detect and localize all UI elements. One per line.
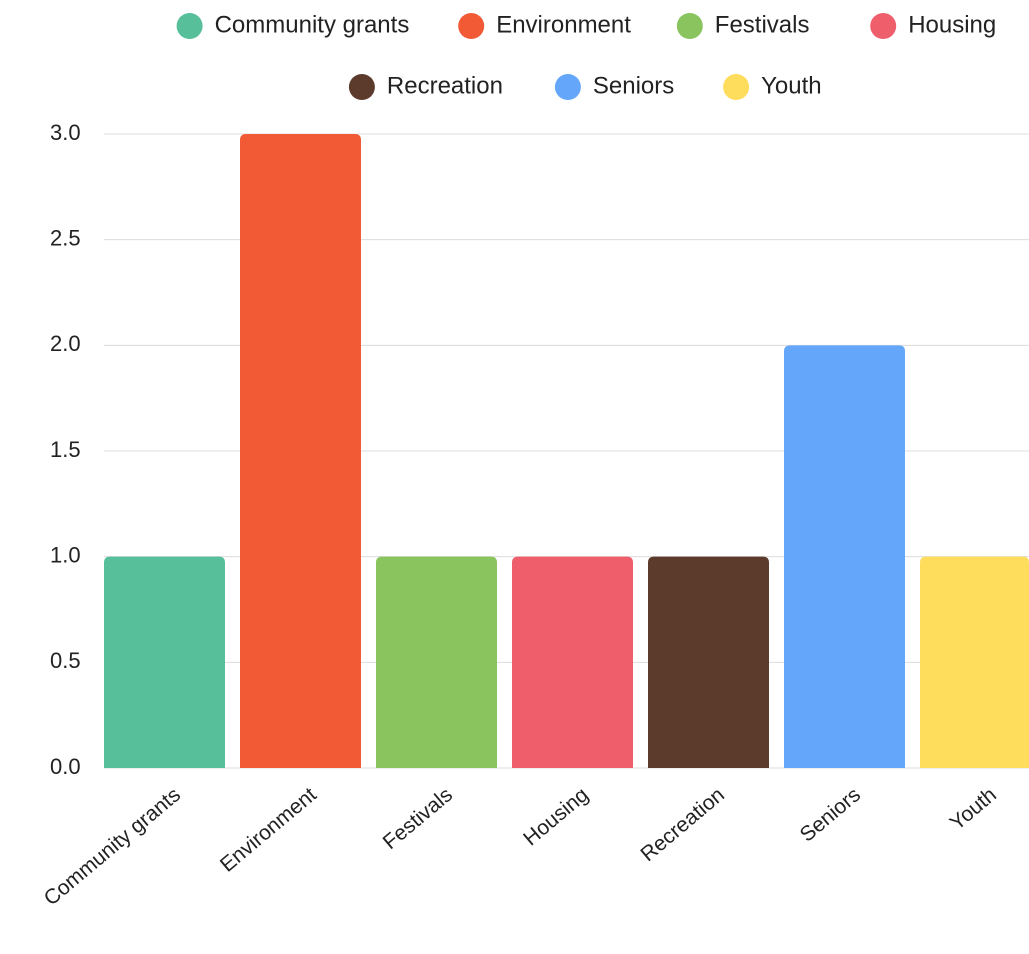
- x-tick-label-environment: Environment: [216, 783, 321, 877]
- y-tick-label: 2.0: [50, 331, 81, 356]
- y-axis-ticks: 0.0 0.5 1.0 1.5 2.0 2.5 3.0: [50, 120, 81, 779]
- legend-item-housing[interactable]: Housing: [870, 11, 996, 39]
- legend-label: Seniors: [593, 72, 674, 99]
- bar-housing: [512, 556, 633, 768]
- legend-label: Recreation: [387, 72, 503, 99]
- legend-item-seniors[interactable]: Seniors: [554, 72, 674, 100]
- legend-label: Community grants: [215, 11, 410, 38]
- legend-label: Housing: [908, 11, 996, 38]
- bars: [104, 134, 1029, 768]
- legend-label: Environment: [496, 11, 631, 38]
- y-tick-label: 1.5: [50, 437, 81, 462]
- legend-swatch: [554, 74, 581, 100]
- x-tick-label-youth: Youth: [946, 783, 1001, 835]
- x-tick-label-festivals: Festivals: [379, 783, 457, 854]
- x-axis-ticks: Community grants Environment Festivals Hous…: [40, 783, 1001, 910]
- x-tick-label-seniors: Seniors: [796, 783, 865, 846]
- y-tick-label: 0.5: [50, 648, 81, 673]
- legend-swatch: [870, 13, 897, 39]
- bar-environment: [240, 134, 361, 768]
- legend-swatch: [176, 13, 203, 39]
- x-tick-label-housing: Housing: [519, 783, 593, 850]
- legend-label: Festivals: [715, 11, 810, 38]
- bar-youth: [920, 556, 1029, 768]
- y-tick-label: 3.0: [50, 120, 81, 145]
- legend-item-festivals[interactable]: Festivals: [676, 11, 810, 39]
- legend-item-recreation[interactable]: Recreation: [348, 72, 503, 100]
- legend-item-youth[interactable]: Youth: [723, 72, 822, 100]
- y-tick-label: 1.0: [50, 542, 81, 567]
- legend-item-community-grants[interactable]: Community grants: [176, 11, 410, 39]
- bar-seniors: [784, 345, 905, 768]
- legend-swatch: [348, 74, 375, 100]
- legend-swatch: [723, 74, 750, 100]
- x-tick-label-community-grants: Community grants: [40, 783, 185, 910]
- legend-item-environment[interactable]: Environment: [458, 11, 631, 39]
- bar-recreation: [648, 556, 769, 768]
- bar-community-grants: [104, 556, 225, 768]
- bar-festivals: [376, 556, 497, 768]
- x-tick-label-recreation: Recreation: [636, 783, 729, 866]
- legend-swatch: [458, 13, 485, 39]
- y-tick-label: 0.0: [50, 754, 81, 779]
- legend: Community grants Environment Festivals Hous…: [176, 11, 996, 100]
- legend-swatch: [676, 13, 703, 39]
- legend-label: Youth: [761, 72, 822, 99]
- y-tick-label: 2.5: [50, 225, 81, 250]
